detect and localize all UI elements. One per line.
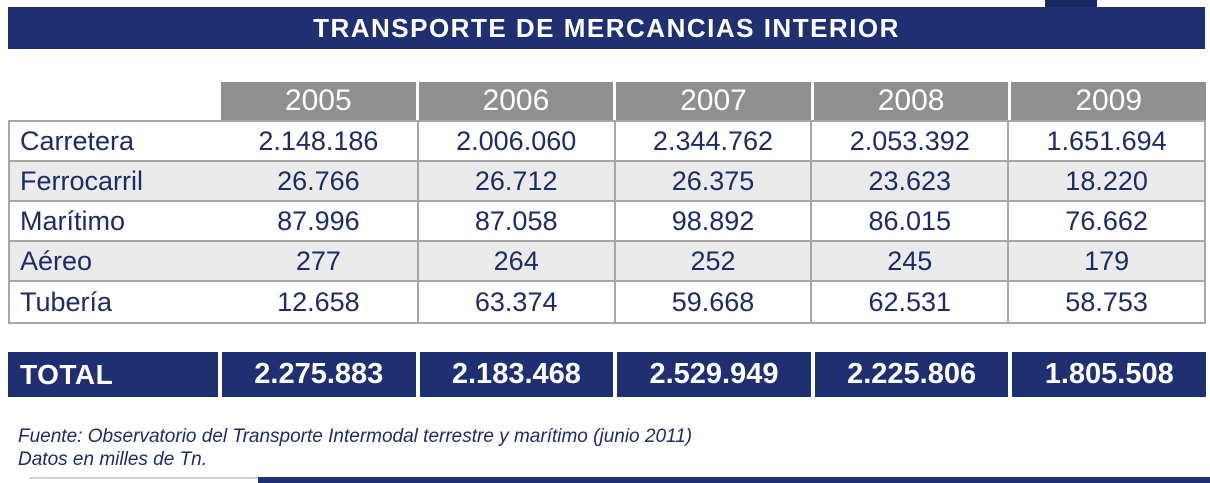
cell-maritimo-2006: 87.058 bbox=[416, 202, 614, 242]
row-label-maritimo: Marítimo bbox=[10, 202, 220, 242]
cell-carretera-2005: 2.148.186 bbox=[220, 122, 417, 162]
cell-ferrocarril-2009: 18.220 bbox=[1007, 162, 1204, 202]
cell-ferrocarril-2008: 23.623 bbox=[810, 162, 1008, 202]
cell-aereo-2009: 179 bbox=[1007, 242, 1204, 282]
title-bar: TRANSPORTE DE MERCANCIAS INTERIOR bbox=[8, 7, 1205, 49]
cell-maritimo-2008: 86.015 bbox=[810, 202, 1008, 242]
row-label-aereo: Aéreo bbox=[10, 242, 220, 282]
data-table: Carretera 2.148.186 2.006.060 2.344.762 … bbox=[8, 120, 1206, 324]
cell-maritimo-2005: 87.996 bbox=[220, 202, 417, 242]
page-title: TRANSPORTE DE MERCANCIAS INTERIOR bbox=[313, 12, 900, 43]
total-2006: 2.183.468 bbox=[415, 352, 614, 397]
footer-notes: Fuente: Observatorio del Transporte Inte… bbox=[18, 425, 692, 471]
source-note: Fuente: Observatorio del Transporte Inte… bbox=[18, 426, 693, 447]
total-2005: 2.275.883 bbox=[218, 352, 416, 397]
cell-tuberia-2009: 58.753 bbox=[1007, 282, 1204, 322]
year-header-2007: 2007 bbox=[613, 82, 811, 120]
cell-tuberia-2006: 63.374 bbox=[416, 282, 614, 322]
year-header-row: 2005 2006 2007 2008 2009 bbox=[8, 82, 1206, 120]
cell-maritimo-2009: 76.662 bbox=[1007, 202, 1204, 242]
bottom-gray-line bbox=[30, 477, 258, 479]
cell-carretera-2006: 2.006.060 bbox=[416, 122, 614, 162]
units-note: Datos en milles de Tn. bbox=[18, 449, 208, 470]
cell-tuberia-2007: 59.668 bbox=[613, 282, 811, 322]
cell-tuberia-2008: 62.531 bbox=[810, 282, 1007, 322]
top-edge-notch bbox=[1045, 0, 1097, 8]
total-row: TOTAL 2.275.883 2.183.468 2.529.949 2.22… bbox=[8, 352, 1206, 397]
cell-carretera-2007: 2.344.762 bbox=[613, 122, 811, 162]
total-2009: 1.805.508 bbox=[1008, 352, 1206, 397]
bottom-navy-strip bbox=[258, 477, 1210, 483]
cell-ferrocarril-2005: 26.766 bbox=[220, 162, 417, 202]
total-2008: 2.225.806 bbox=[810, 352, 1009, 397]
year-header-2006: 2006 bbox=[415, 82, 614, 120]
cell-aereo-2008: 245 bbox=[810, 242, 1008, 282]
cell-aereo-2007: 252 bbox=[613, 242, 811, 282]
cell-aereo-2006: 264 bbox=[416, 242, 614, 282]
cell-carretera-2008: 2.053.392 bbox=[810, 122, 1008, 162]
row-label-tuberia: Tubería bbox=[20, 286, 113, 317]
total-label: TOTAL bbox=[8, 352, 218, 397]
year-header-2005: 2005 bbox=[218, 82, 416, 120]
total-2007: 2.529.949 bbox=[613, 352, 811, 397]
cell-tuberia-2005: 12.658 bbox=[277, 286, 360, 317]
cell-carretera-2009: 1.651.694 bbox=[1007, 122, 1204, 162]
row-label-carretera: Carretera bbox=[10, 122, 220, 162]
cell-aereo-2005: 277 bbox=[220, 242, 417, 282]
corner-cell bbox=[8, 82, 218, 120]
row-label-ferrocarril: Ferrocarril bbox=[10, 162, 220, 202]
cell-ferrocarril-2007: 26.375 bbox=[613, 162, 811, 202]
year-header-2008: 2008 bbox=[810, 82, 1009, 120]
cell-ferrocarril-2006: 26.712 bbox=[416, 162, 614, 202]
year-header-2009: 2009 bbox=[1008, 82, 1206, 120]
cell-maritimo-2007: 98.892 bbox=[613, 202, 811, 242]
